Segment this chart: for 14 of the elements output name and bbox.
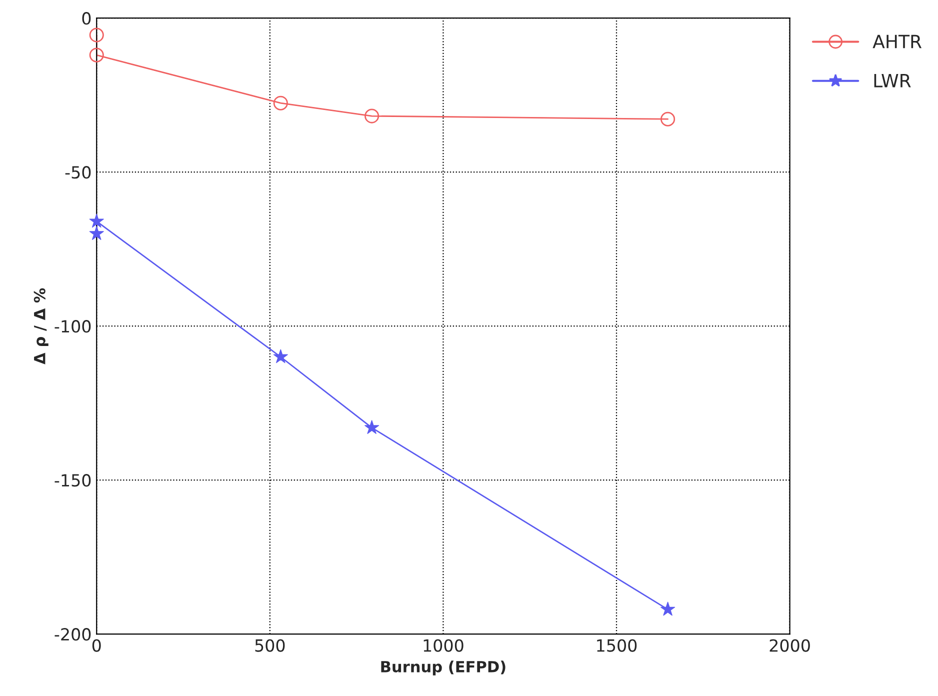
y-tick-label: 0 [82, 12, 91, 25]
y-axis-title: Δ ρ / Δ % [34, 288, 48, 364]
y-tick-label: -200 [54, 628, 91, 641]
x-tick-label: 0 [92, 639, 101, 652]
legend-label: AHTR [872, 34, 922, 48]
x-axis-title: Burnup (EFPD) [381, 660, 506, 676]
x-tick-label: 500 [255, 639, 285, 652]
y-tick-label: -100 [54, 320, 91, 333]
x-tick-label: 1500 [597, 639, 637, 652]
x-tick-label: 1000 [424, 639, 464, 652]
y-tick-label: -50 [65, 166, 91, 179]
x-tick-label: 2000 [770, 639, 810, 652]
legend-label: LWR [874, 74, 911, 88]
y-tick-label: -150 [54, 474, 91, 487]
